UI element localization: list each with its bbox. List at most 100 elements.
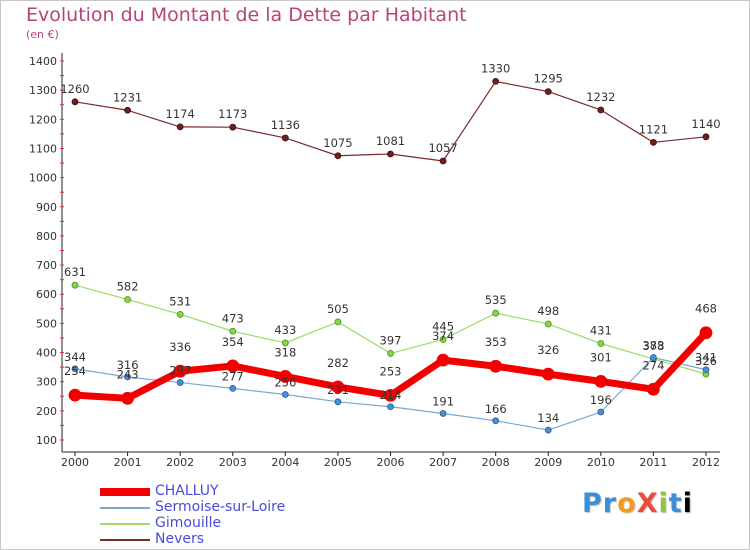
- legend-label: CHALLUY: [155, 483, 219, 499]
- data-point-nevers: [492, 78, 500, 85]
- legend-label: Sermoise-sur-Loire: [155, 499, 286, 515]
- data-point-nevers: [387, 150, 394, 158]
- data-point-nevers: [439, 157, 447, 165]
- x-tick-label: 2003: [219, 456, 247, 469]
- y-tick-label: 900: [36, 201, 57, 214]
- x-tick-label: 2009: [534, 456, 562, 469]
- data-label-challuy: 254: [64, 364, 86, 378]
- data-point-sermoise-sur-loire: [597, 408, 605, 416]
- data-point-nevers: [229, 123, 237, 131]
- chart-title: Evolution du Montant de la Dette par Hab…: [26, 4, 467, 26]
- data-label-gimouille: 326: [695, 354, 717, 368]
- data-point-challuy: [489, 359, 503, 373]
- data-point-gimouille: [176, 310, 184, 318]
- data-point-nevers: [71, 98, 79, 106]
- legend-label: Nevers: [155, 531, 205, 547]
- data-label-sermoise-sur-loire: 383: [642, 338, 664, 352]
- data-label-gimouille: 433: [274, 323, 296, 337]
- data-label-gimouille: 582: [117, 279, 139, 293]
- x-tick-label: 2007: [429, 456, 457, 469]
- data-point-gimouille: [387, 350, 394, 357]
- proxiti-logo: ProXiti: [582, 488, 693, 519]
- data-label-gimouille: 378: [642, 339, 664, 353]
- y-tick-label: 1000: [29, 172, 57, 185]
- data-point-gimouille: [229, 327, 237, 335]
- data-point-sermoise-sur-loire: [387, 403, 394, 411]
- data-point-challuy: [436, 353, 450, 367]
- x-tick-label: 2005: [324, 456, 352, 469]
- data-label-sermoise-sur-loire: 166: [485, 402, 507, 416]
- data-point-sermoise-sur-loire: [176, 379, 184, 386]
- data-label-nevers: 1136: [271, 118, 300, 132]
- data-point-nevers: [702, 133, 710, 141]
- data-point-gimouille: [544, 320, 552, 328]
- data-point-nevers: [176, 123, 184, 131]
- data-label-gimouille: 473: [222, 311, 244, 325]
- data-point-challuy: [384, 388, 397, 402]
- x-tick-label: 2001: [114, 456, 142, 469]
- data-point-challuy: [173, 364, 187, 378]
- data-point-challuy: [699, 326, 713, 340]
- data-point-gimouille: [492, 309, 500, 317]
- data-label-challuy: 326: [537, 343, 559, 357]
- data-label-gimouille: 535: [485, 293, 507, 307]
- x-tick-label: 2012: [692, 456, 720, 469]
- y-tick-label: 400: [36, 347, 57, 360]
- x-tick-label: 2006: [377, 456, 405, 469]
- data-label-sermoise-sur-loire: 316: [117, 358, 139, 372]
- data-point-challuy: [594, 375, 608, 388]
- data-point-sermoise-sur-loire: [544, 426, 552, 434]
- data-label-sermoise-sur-loire: 134: [537, 411, 559, 425]
- data-point-nevers: [650, 138, 657, 146]
- data-label-sermoise-sur-loire: 341: [695, 351, 717, 365]
- data-point-challuy: [647, 382, 660, 396]
- x-tick-label: 2002: [166, 456, 194, 469]
- data-point-challuy: [541, 367, 555, 381]
- y-tick-label: 800: [36, 230, 57, 243]
- data-label-nevers: 1140: [691, 117, 720, 131]
- data-label-gimouille: 498: [537, 304, 559, 318]
- y-tick-label: 600: [36, 288, 57, 301]
- data-point-nevers: [597, 106, 605, 114]
- line-chart: 100 200 300 400 500 600 700 800 900 1000 1100 1200 1…: [29, 53, 721, 469]
- data-label-nevers: 1260: [60, 82, 89, 96]
- y-tick-label: 200: [36, 405, 57, 418]
- data-point-nevers: [544, 88, 552, 96]
- legend-swatch: [100, 488, 150, 496]
- data-point-sermoise-sur-loire: [334, 398, 342, 406]
- data-label-challuy: 282: [327, 356, 349, 370]
- data-label-sermoise-sur-loire: 256: [274, 376, 296, 390]
- data-point-gimouille: [334, 318, 342, 326]
- data-label-sermoise-sur-loire: 297: [169, 364, 191, 378]
- legend-swatch: [100, 539, 150, 541]
- data-label-nevers: 1075: [323, 136, 352, 150]
- data-point-challuy: [226, 359, 240, 373]
- data-label-sermoise-sur-loire: 196: [590, 393, 612, 407]
- data-label-nevers: 1121: [639, 122, 668, 136]
- data-point-sermoise-sur-loire: [492, 417, 500, 425]
- data-point-gimouille: [281, 339, 289, 347]
- data-label-challuy: 274: [642, 358, 664, 372]
- data-point-challuy: [278, 370, 292, 383]
- legend-swatch: [100, 523, 150, 525]
- data-label-challuy: 468: [695, 302, 717, 316]
- data-point-sermoise-sur-loire: [281, 391, 289, 398]
- legend-swatch: [100, 507, 150, 509]
- data-label-nevers: 1174: [166, 107, 195, 121]
- y-tick-label: 100: [36, 434, 57, 447]
- data-label-nevers: 1295: [534, 72, 563, 86]
- data-point-gimouille: [597, 340, 605, 347]
- data-point-challuy: [68, 388, 82, 402]
- data-point-gimouille: [439, 336, 447, 343]
- data-label-challuy: 354: [222, 335, 244, 349]
- data-label-nevers: 1057: [428, 141, 457, 155]
- data-label-gimouille: 431: [590, 324, 612, 338]
- y-tick-label: 300: [36, 376, 57, 389]
- y-tick-label: 700: [36, 259, 57, 272]
- data-label-challuy: 318: [274, 345, 296, 359]
- x-tick-label: 2011: [639, 456, 667, 469]
- data-label-nevers: 1231: [113, 90, 142, 104]
- data-label-challuy: 353: [485, 335, 507, 349]
- data-point-challuy: [331, 380, 345, 394]
